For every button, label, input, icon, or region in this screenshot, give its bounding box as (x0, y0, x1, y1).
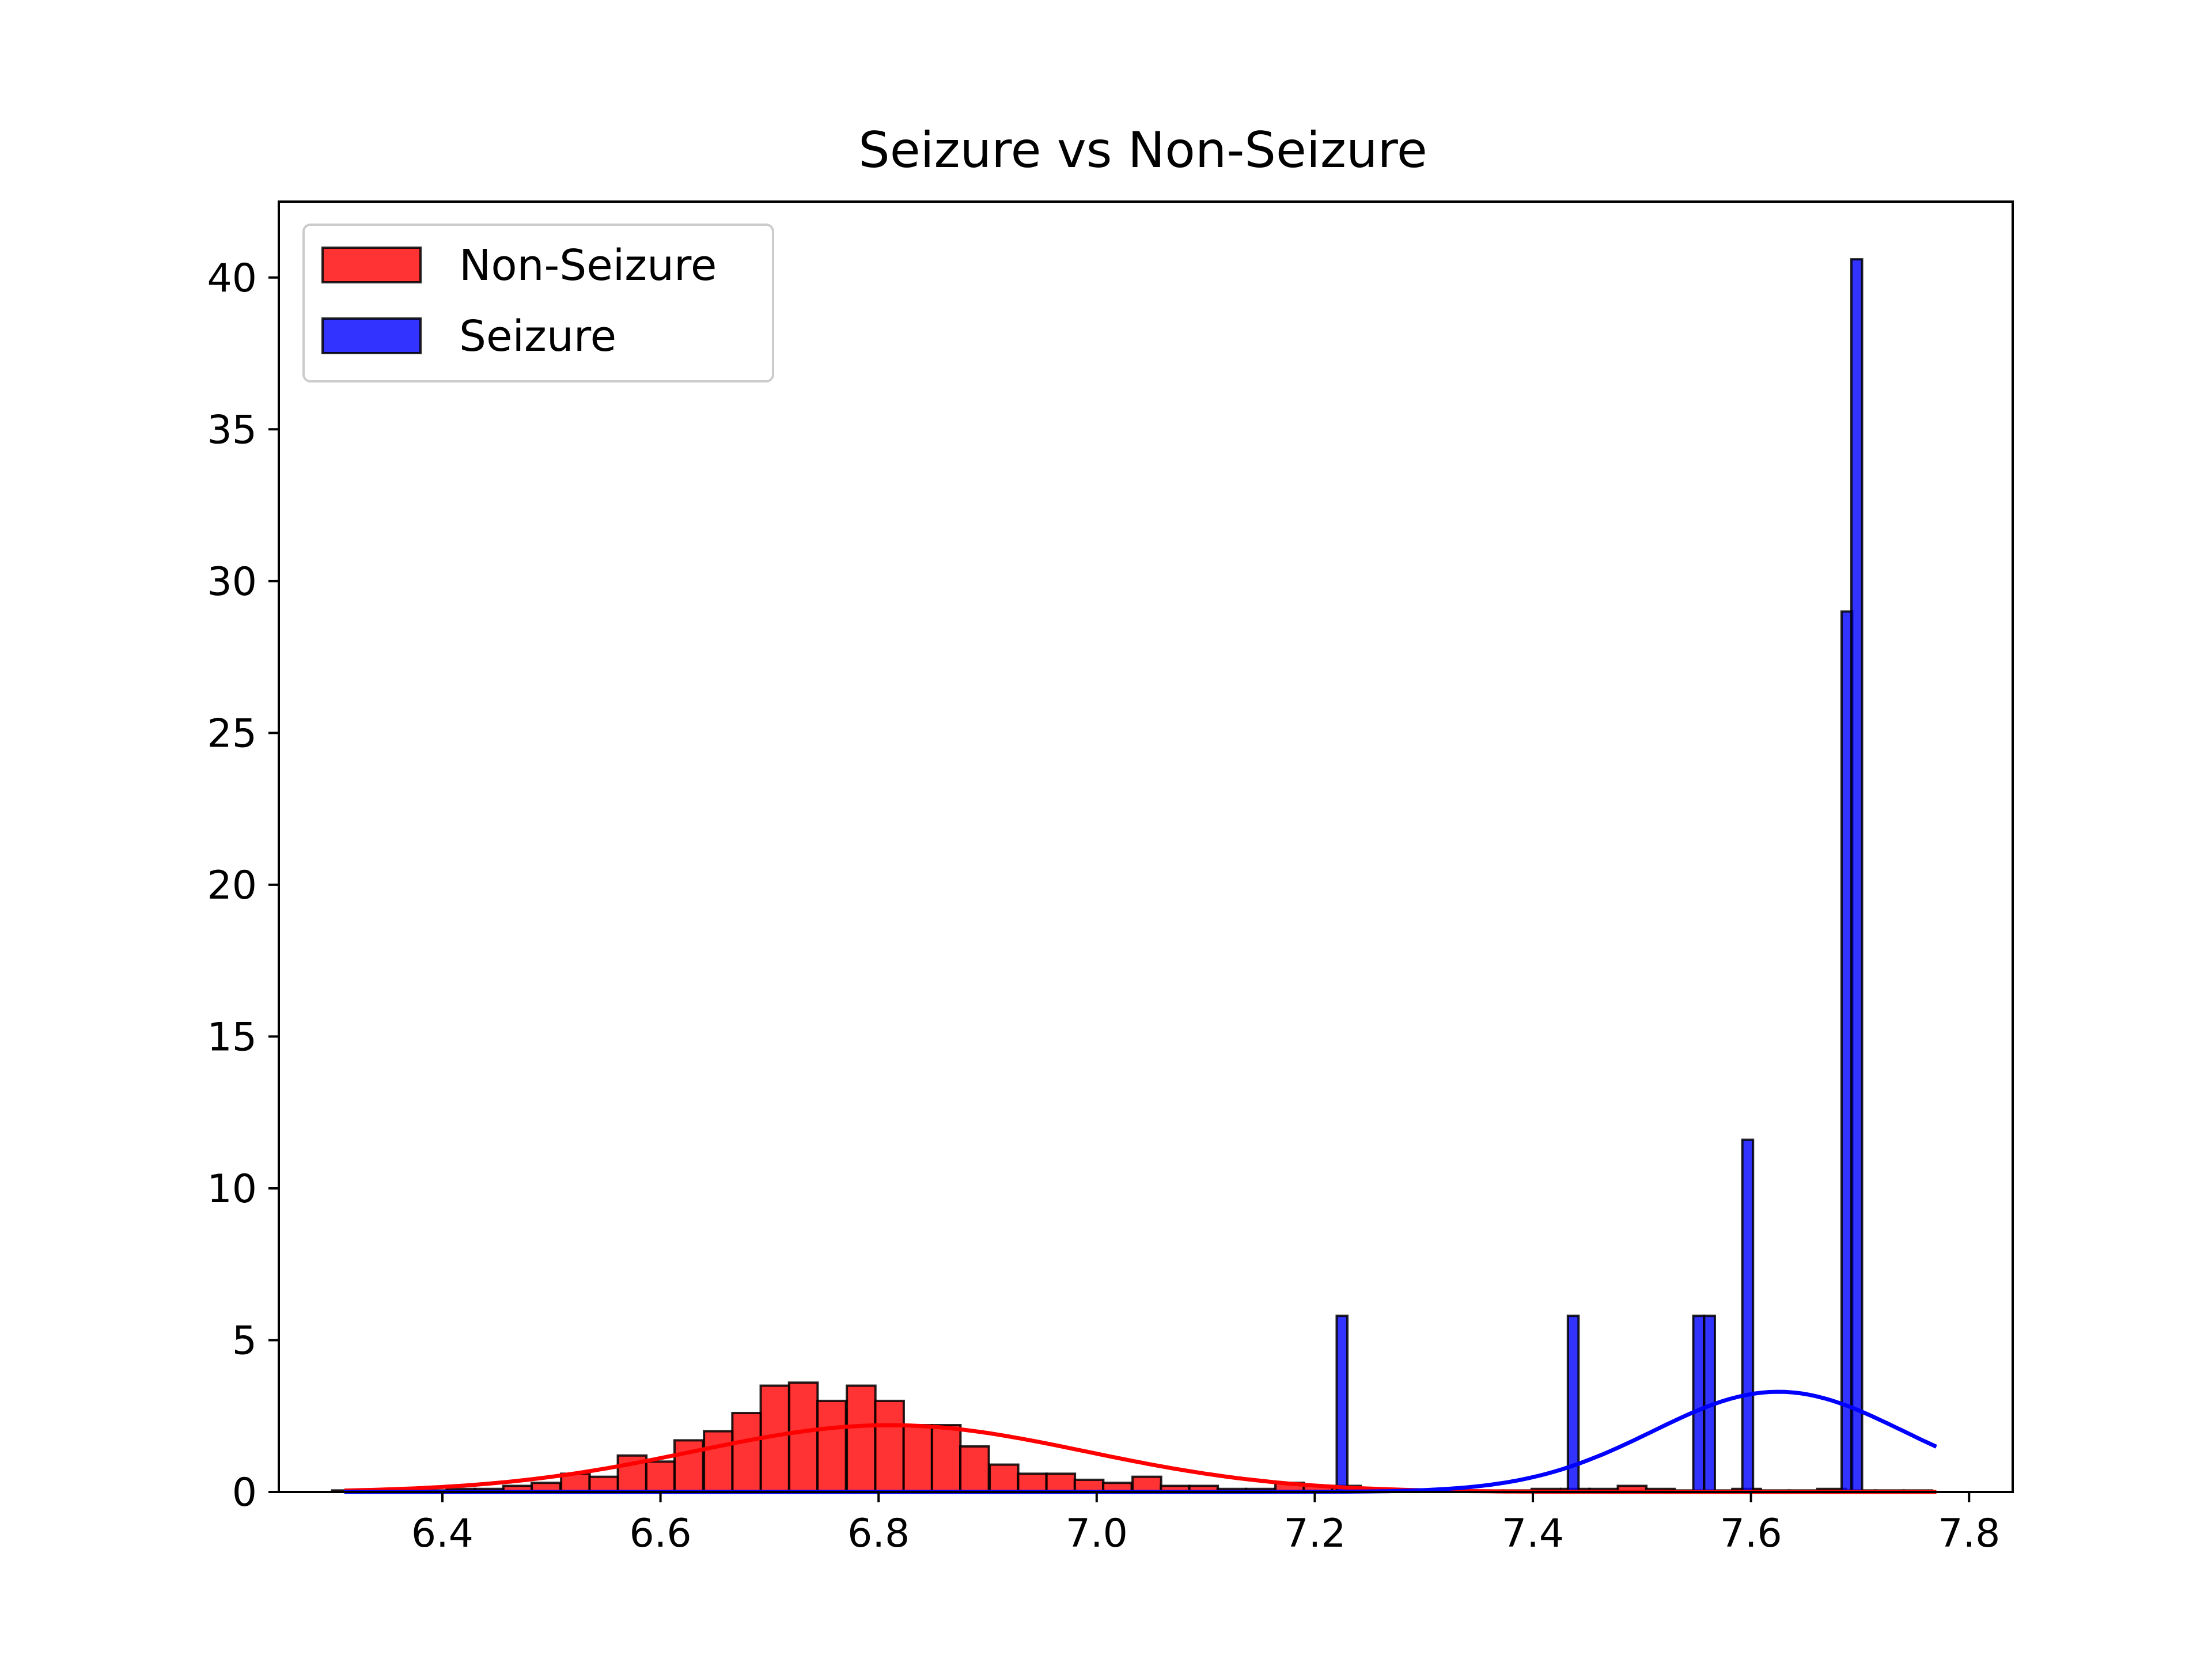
legend-swatch-non-seizure (321, 247, 422, 283)
legend-label-seizure: Seizure (459, 312, 616, 361)
non-seizure-bar (588, 1475, 619, 1493)
y-tick-label: 30 (207, 559, 257, 605)
non-seizure-bar (902, 1424, 934, 1494)
y-tick-label: 15 (207, 1014, 257, 1060)
non-seizure-bar (930, 1424, 962, 1494)
x-tick-label: 7.2 (1283, 1511, 1346, 1556)
non-seizure-bar (959, 1445, 990, 1493)
y-tick-label: 25 (207, 711, 257, 756)
seizure-bar (1850, 258, 1863, 1494)
x-tick-label: 7.4 (1502, 1511, 1564, 1556)
y-tick-label: 5 (232, 1318, 257, 1363)
x-axis: 6.4 6.6 6.8 7.0 7.2 7.4 7.6 7.8 (411, 1492, 2000, 1556)
seizure-bar (1692, 1315, 1706, 1494)
x-tick-label: 7.8 (1938, 1511, 2000, 1556)
seizure-bar (1335, 1315, 1349, 1494)
x-tick-label: 7.0 (1066, 1511, 1128, 1556)
y-axis: 0 5 10 15 20 25 30 35 40 (207, 256, 279, 1516)
non-seizure-bar (988, 1463, 1020, 1493)
non-seizure-bar (645, 1460, 676, 1494)
non-seizure-bar (787, 1381, 819, 1493)
non-seizure-bar (874, 1399, 905, 1493)
axes-frame (278, 200, 2014, 1493)
y-tick-label: 10 (207, 1166, 257, 1212)
x-tick-label: 6.8 (847, 1511, 910, 1556)
non-seizure-bar (1045, 1472, 1077, 1493)
chart-title: Seizure vs Non-Seizure (858, 122, 1427, 179)
x-tick-label: 6.4 (411, 1511, 474, 1556)
y-tick-label: 40 (207, 256, 257, 301)
y-tick-label: 35 (207, 407, 257, 453)
non-seizure-bar (816, 1399, 847, 1493)
legend-label-non-seizure: Non-Seizure (459, 241, 717, 290)
y-tick-label: 0 (232, 1470, 257, 1516)
non-seizure-bar (731, 1411, 762, 1493)
seizure-bar (1741, 1138, 1755, 1494)
y-tick-label: 20 (207, 863, 257, 908)
x-tick-label: 7.6 (1720, 1511, 1782, 1556)
non-seizure-bar (673, 1439, 704, 1493)
legend: Non-Seizure Seizure (302, 224, 774, 382)
x-tick-label: 6.6 (630, 1511, 692, 1556)
non-seizure-bar (1017, 1472, 1048, 1493)
legend-swatch-seizure (321, 317, 422, 354)
non-seizure-bar (703, 1430, 734, 1493)
non-seizure-bar (846, 1384, 877, 1493)
non-seizure-bar (1131, 1475, 1162, 1493)
